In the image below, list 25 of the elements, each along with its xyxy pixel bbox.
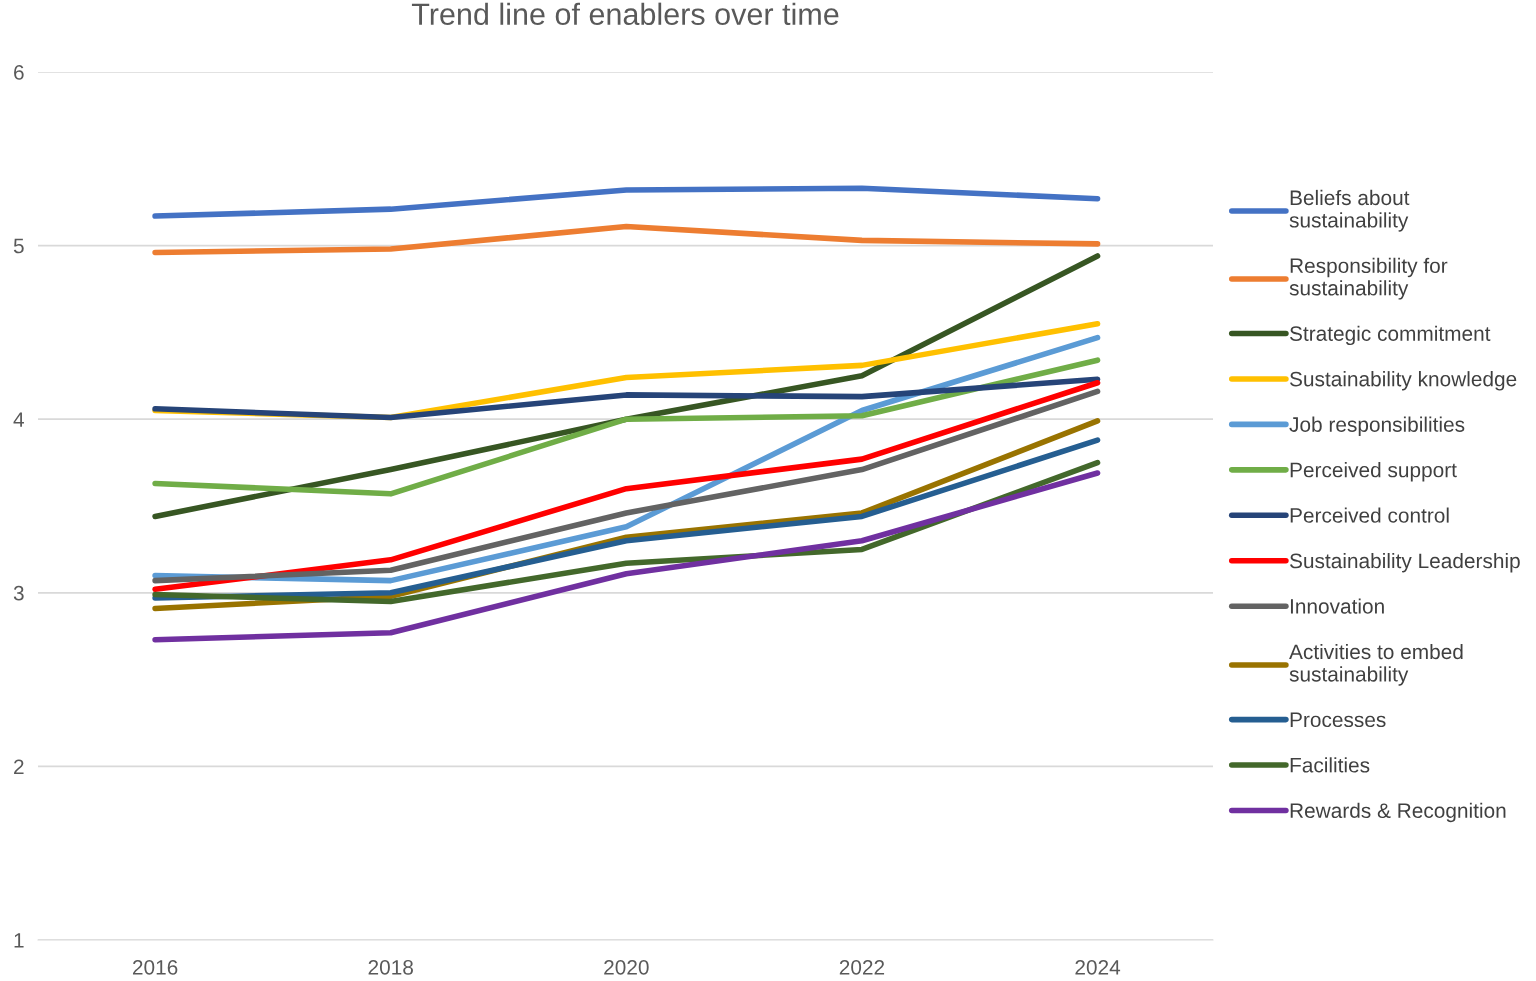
y-tick-label: 4 [13, 412, 24, 427]
legend-label: Sustainability Leadership [1289, 552, 1520, 573]
x-tick-label: 2018 [368, 959, 413, 975]
x-tick-label: 2016 [132, 959, 178, 975]
x-tick-label: 2022 [839, 959, 885, 975]
legend-label: Perceived control [1290, 507, 1449, 523]
legend-label: Responsibility for sustainability [1289, 257, 1448, 300]
legend-label: Job responsibilities [1289, 416, 1465, 437]
x-tick-label: 2024 [1075, 959, 1121, 975]
chart-title: Trend line of enablers over time [411, 2, 839, 26]
legend-label: Perceived support [1290, 462, 1457, 482]
y-tick-label: 3 [13, 585, 24, 601]
legend-label: Facilities [1290, 757, 1370, 773]
y-tick-label: 6 [14, 65, 24, 80]
y-tick-label: 2 [14, 759, 24, 774]
legend-label: Strategic commitment [1289, 325, 1491, 346]
legend-label: Processes [1290, 712, 1386, 728]
legend-label: Activities to embed sustainability [1289, 643, 1463, 686]
y-tick-label: 1 [14, 933, 24, 948]
legend-label: Rewards & Recognition [1290, 802, 1506, 823]
y-tick-label: 5 [13, 238, 24, 254]
legend-label: Beliefs about sustainability [1289, 189, 1410, 232]
legend-label: Innovation [1290, 598, 1384, 614]
x-tick-label: 2020 [604, 959, 649, 975]
legend-label: Sustainability knowledge [1289, 371, 1517, 391]
